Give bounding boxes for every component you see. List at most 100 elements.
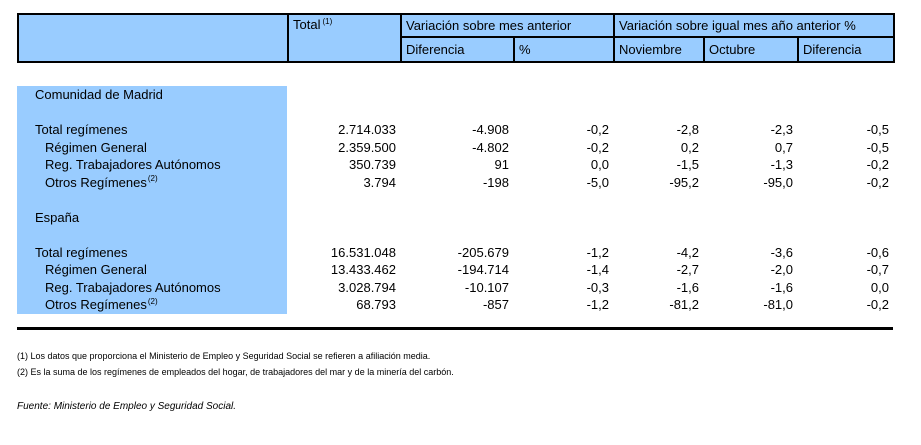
row-label: Reg. Trabajadores Autónomos	[17, 156, 287, 174]
cell-pct-mes: -0,2	[586, 139, 609, 155]
spacer-cell	[17, 226, 287, 244]
cell-diferencia-mes: -205.679	[457, 244, 509, 260]
header-group-ano-anterior: Variación sobre igual mes año anterior %	[613, 13, 896, 38]
cell-pct-mes: -1,2	[586, 244, 609, 260]
header-row-subcols: Diferencia % Noviembre Octubre Diferenci…	[18, 36, 896, 63]
header-col-diferencia-ano: Diferencia	[797, 36, 896, 63]
row-label-text: Total regímenes	[35, 122, 128, 137]
row-label-text: Régimen General	[45, 262, 147, 277]
table-row: Total regímenes 2.714.033 -4.908 -0,2 -2…	[17, 121, 893, 139]
cell-pct-mes: -5,0	[586, 174, 609, 190]
spacer-cell	[17, 103, 287, 121]
row-label-text: Total regímenes	[35, 244, 128, 260]
header-col-pct-mes: %	[512, 36, 616, 63]
bottom-rule	[17, 327, 893, 330]
row-label-footnote-ref: (2)	[147, 296, 158, 306]
cell-total: 3.028.794	[338, 279, 396, 295]
header-row-groups: Total (1) Variación sobre mes anterior Va…	[17, 13, 896, 63]
row-label: Otros Regímenes(2)	[17, 296, 287, 314]
footnote-2: (2) Es la suma de los regímenes de emple…	[17, 367, 454, 377]
cell-diferencia-mes: -194.714	[457, 262, 509, 277]
header-group-mes-anterior: Variación sobre mes anterior	[399, 13, 616, 38]
cell-diferencia-ano: -0,5	[866, 139, 889, 155]
footnote-1: (1) Los datos que proporciona el Ministe…	[17, 351, 431, 361]
cell-diferencia-mes: -198	[482, 174, 509, 190]
table-row: Reg. Trabajadores Autónomos 350.739 91 0…	[17, 156, 893, 174]
cell-noviembre: -1,5	[676, 157, 699, 172]
cell-noviembre: -81,2	[669, 297, 699, 312]
row-label-text: Régimen General	[45, 139, 147, 155]
header-col-noviembre: Noviembre	[613, 36, 706, 63]
cell-octubre: -1,6	[770, 279, 793, 295]
section-title-madrid: Comunidad de Madrid	[17, 86, 287, 104]
cell-diferencia-ano: -0,5	[866, 122, 889, 137]
cell-pct-mes: -0,3	[586, 279, 609, 295]
cell-pct-mes: -0,2	[586, 122, 609, 137]
header-total-label: Total	[293, 17, 321, 32]
table-body: Comunidad de Madrid Total regímenes 2.71…	[17, 83, 893, 314]
cell-diferencia-ano: -0,2	[866, 157, 889, 172]
cell-diferencia-mes: -10.107	[464, 279, 509, 295]
cell-diferencia-ano: 0,0	[870, 279, 889, 295]
row-label-text: Reg. Trabajadores Autónomos	[45, 157, 221, 172]
table-row: Régimen General 13.433.462 -194.714 -1,4…	[17, 261, 893, 279]
table-row: Total regímenes 16.531.048 -205.679 -1,2…	[17, 243, 893, 261]
section-title-row: España	[17, 208, 893, 226]
cell-pct-mes: -1,2	[586, 297, 609, 312]
section-title-row: Comunidad de Madrid	[17, 86, 893, 104]
cell-total: 16.531.048	[330, 244, 396, 260]
cell-octubre: -81,0	[763, 297, 793, 312]
spacer-row	[17, 191, 893, 209]
spacer-row	[17, 103, 893, 121]
cell-octubre: -95,0	[763, 174, 793, 190]
cell-diferencia-ano: -0,7	[866, 262, 889, 277]
cell-total: 2.359.500	[338, 139, 396, 155]
cell-octubre: -2,3	[770, 122, 793, 137]
row-label-footnote-ref: (2)	[147, 174, 158, 184]
table-row: Régimen General 2.359.500 -4.802 -0,2 0,…	[17, 138, 893, 156]
row-label: Régimen General	[17, 138, 287, 156]
cell-noviembre: -2,8	[676, 122, 699, 137]
table-row: Reg. Trabajadores Autónomos 3.028.794 -1…	[17, 278, 893, 296]
row-label-text: Reg. Trabajadores Autónomos	[45, 279, 221, 295]
row-label-text: Otros Regímenes	[45, 297, 147, 312]
header-empty-cell	[17, 13, 289, 63]
cell-noviembre: -4,2	[676, 244, 699, 260]
cell-total: 2.714.033	[338, 122, 396, 137]
cell-noviembre: 0,2	[680, 139, 699, 155]
header-col-diferencia-mes: Diferencia	[400, 36, 515, 63]
cell-diferencia-mes: -4.908	[472, 122, 509, 137]
cell-diferencia-ano: -0,6	[866, 244, 889, 260]
table-row: Otros Regímenes(2) 68.793 -857 -1,2 -81,…	[17, 296, 893, 314]
cell-total: 350.739	[349, 157, 396, 172]
spacer-row	[17, 226, 893, 244]
header-col-total: Total (1)	[287, 13, 402, 63]
table-header: Total (1) Variación sobre mes anterior Va…	[17, 13, 896, 63]
cell-noviembre: -2,7	[676, 262, 699, 277]
cell-pct-mes: 0,0	[590, 157, 609, 172]
cell-total: 68.793	[356, 297, 396, 312]
cell-diferencia-mes: -857	[482, 297, 509, 312]
cell-noviembre: -1,6	[676, 279, 699, 295]
cell-total: 3.794	[363, 174, 396, 190]
cell-octubre: -3,6	[770, 244, 793, 260]
cell-diferencia-ano: -0,2	[866, 174, 889, 190]
row-label-text: Otros Regímenes	[45, 174, 147, 190]
spacer-cell	[17, 191, 287, 209]
cell-diferencia-ano: -0,2	[866, 297, 889, 312]
row-label: Total regímenes	[17, 121, 287, 139]
table-row: Otros Regímenes(2) 3.794 -198 -5,0 -95,2…	[17, 173, 893, 191]
cell-noviembre: -95,2	[669, 174, 699, 190]
cell-pct-mes: -1,4	[586, 262, 609, 277]
cell-octubre: -2,0	[770, 262, 793, 277]
cell-total: 13.433.462	[330, 262, 396, 277]
header-col-octubre: Octubre	[703, 36, 800, 63]
row-label: Reg. Trabajadores Autónomos	[17, 278, 287, 296]
section-title-espana: España	[17, 208, 287, 226]
cell-diferencia-mes: 91	[494, 157, 509, 172]
row-label: Régimen General	[17, 261, 287, 279]
header-total-footnote-ref: (1)	[322, 16, 333, 26]
row-label: Total regímenes	[17, 243, 287, 261]
cell-octubre: 0,7	[774, 139, 793, 155]
